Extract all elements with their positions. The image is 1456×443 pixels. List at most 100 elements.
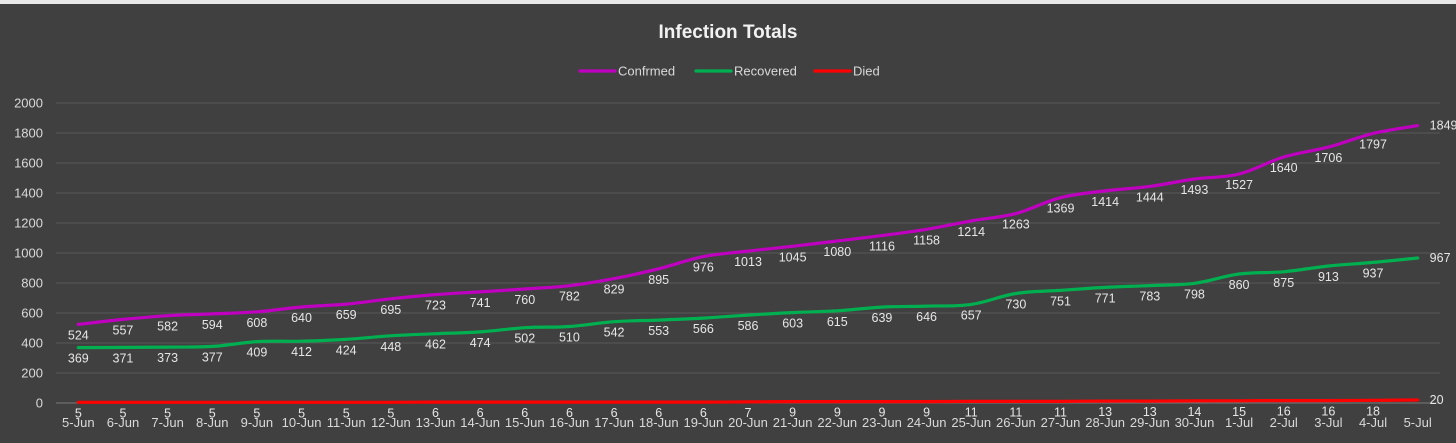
x-tick-label: 22-Jun — [817, 415, 857, 430]
y-tick-label: 600 — [21, 306, 43, 321]
data-label-confrmed: 608 — [246, 316, 267, 330]
data-label-died: 20 — [1430, 393, 1444, 407]
x-tick-label: 3-Jul — [1314, 415, 1342, 430]
legend: Confrmed Recovered Died — [578, 64, 880, 79]
data-label-recovered: 566 — [693, 322, 714, 336]
data-label-confrmed: 582 — [157, 320, 178, 334]
data-label-confrmed: 594 — [202, 318, 223, 332]
data-label-confrmed: 782 — [559, 290, 580, 304]
data-label-died: 15 — [1232, 405, 1246, 419]
x-tick-label: 14-Jun — [460, 415, 500, 430]
data-label-died: 5 — [343, 406, 350, 420]
legend-label-confrmed: Confrmed — [618, 64, 675, 79]
data-label-recovered: 875 — [1273, 276, 1294, 290]
data-label-died: 16 — [1321, 405, 1335, 419]
x-tick-label: 18-Jun — [639, 415, 679, 430]
data-label-recovered: 798 — [1184, 287, 1205, 301]
x-tick-label: 19-Jun — [683, 415, 723, 430]
data-label-died: 9 — [789, 406, 796, 420]
series-line-died — [76, 398, 1420, 404]
data-label-confrmed: 1640 — [1270, 161, 1298, 175]
data-label-recovered: 913 — [1318, 270, 1339, 284]
x-tick-label: 12-Jun — [371, 415, 411, 430]
data-label-recovered: 462 — [425, 338, 446, 352]
data-label-died: 6 — [566, 406, 573, 420]
data-label-recovered: 371 — [113, 351, 134, 365]
chart-title: Infection Totals — [659, 22, 798, 43]
data-label-recovered: 615 — [827, 315, 848, 329]
y-tick-label: 2000 — [14, 96, 43, 111]
x-tick-label: 1-Jul — [1225, 415, 1253, 430]
x-tick-label: 27-Jun — [1041, 415, 1081, 430]
x-tick-label: 23-Jun — [862, 415, 902, 430]
data-label-recovered: 377 — [202, 350, 223, 364]
x-tick-label: 21-Jun — [773, 415, 813, 430]
x-tick-label: 28-Jun — [1085, 415, 1125, 430]
data-label-recovered: 448 — [380, 340, 401, 354]
data-labels: 524 557 582 594 608 640 659 695 723 741 760 7828298… — [68, 119, 1456, 421]
x-tick-label: 17-Jun — [594, 415, 634, 430]
data-label-recovered: 603 — [782, 317, 803, 331]
data-label-recovered: 412 — [291, 345, 312, 359]
y-axis: 0 200 400 600 800 1000 1200 1400 1600 1800 2000 — [14, 96, 43, 411]
data-label-recovered: 751 — [1050, 294, 1071, 308]
data-label-recovered: 646 — [916, 310, 937, 324]
data-label-recovered: 424 — [336, 343, 357, 357]
data-label-died: 18 — [1366, 404, 1380, 418]
y-tick-label: 1800 — [14, 126, 43, 141]
data-label-died: 9 — [923, 406, 930, 420]
data-label-confrmed: 659 — [336, 308, 357, 322]
data-label-confrmed: 1444 — [1136, 190, 1164, 204]
data-label-died: 5 — [253, 406, 260, 420]
data-label-died: 6 — [432, 406, 439, 420]
y-tick-label: 400 — [21, 336, 43, 351]
data-label-died: 5 — [119, 406, 126, 420]
x-tick-label: 15-Jun — [505, 415, 545, 430]
data-label-recovered: 771 — [1095, 291, 1116, 305]
legend-label-died: Died — [853, 64, 880, 79]
x-tick-label: 13-Jun — [416, 415, 456, 430]
data-label-confrmed: 695 — [380, 303, 401, 317]
data-label-recovered: 373 — [157, 351, 178, 365]
gridlines — [56, 102, 1440, 404]
x-tick-label: 2-Jul — [1270, 415, 1298, 430]
data-label-recovered: 730 — [1005, 298, 1026, 312]
data-label-died: 6 — [521, 406, 528, 420]
data-label-recovered: 860 — [1229, 278, 1250, 292]
data-label-died: 9 — [834, 406, 841, 420]
data-label-recovered: 937 — [1363, 266, 1384, 280]
x-tick-label: 11-Jun — [327, 415, 366, 430]
x-tick-label: 29-Jun — [1130, 415, 1170, 430]
data-label-died: 11 — [965, 405, 978, 419]
data-label-confrmed: 557 — [113, 323, 134, 337]
data-label-confrmed: 1045 — [779, 250, 807, 264]
x-tick-label: 20-Jun — [728, 415, 768, 430]
data-label-died: 13 — [1143, 405, 1157, 419]
data-label-recovered: 639 — [872, 311, 893, 325]
data-label-confrmed: 895 — [648, 273, 669, 287]
data-label-recovered: 369 — [68, 352, 89, 366]
x-tick-label: 5-Jun — [62, 415, 95, 430]
data-label-died: 11 — [1009, 405, 1022, 419]
data-label-confrmed: 524 — [68, 328, 89, 342]
x-tick-label: 26-Jun — [996, 415, 1036, 430]
series-line-confrmed — [76, 124, 1420, 326]
data-label-recovered: 967 — [1430, 251, 1451, 265]
data-label-recovered: 510 — [559, 331, 580, 345]
y-tick-label: 0 — [36, 396, 43, 411]
data-label-died: 5 — [75, 406, 82, 420]
data-label-confrmed: 1263 — [1002, 218, 1030, 232]
data-label-recovered: 553 — [648, 324, 669, 338]
y-tick-label: 1000 — [14, 246, 43, 261]
x-tick-label: 7-Jun — [151, 415, 184, 430]
data-label-confrmed: 723 — [425, 299, 446, 313]
x-tick-label: 24-Jun — [907, 415, 947, 430]
data-label-recovered: 409 — [246, 346, 267, 360]
data-label-confrmed: 640 — [291, 311, 312, 325]
y-tick-label: 800 — [21, 276, 43, 291]
data-label-recovered: 586 — [738, 319, 759, 333]
y-tick-label: 1600 — [14, 156, 43, 171]
data-label-confrmed: 1080 — [823, 245, 851, 259]
